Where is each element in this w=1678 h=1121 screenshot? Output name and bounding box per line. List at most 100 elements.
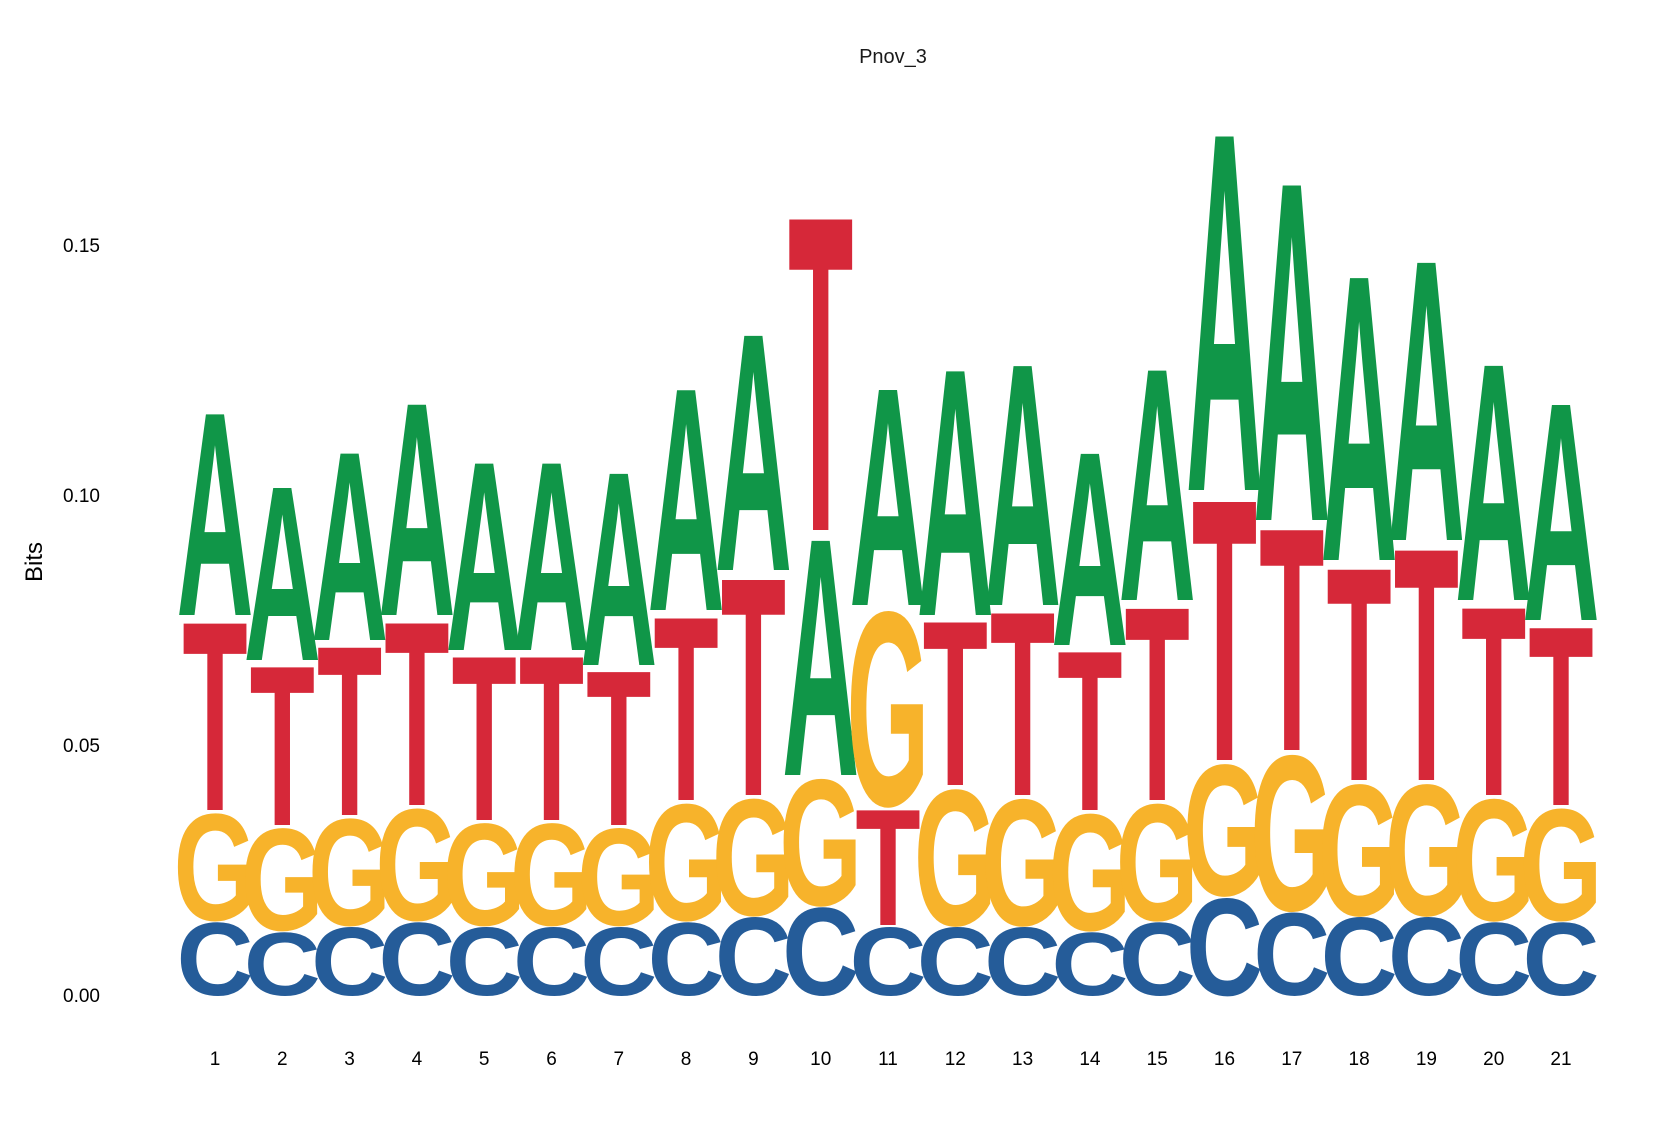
letter-a: A	[378, 340, 455, 680]
letter-g: G	[645, 769, 728, 956]
letter-g: G	[981, 763, 1064, 964]
letter-c: C	[984, 907, 1061, 1016]
y-axis-label: Bits	[21, 542, 48, 582]
letter-a: A	[1186, 25, 1263, 600]
letter-g: G	[577, 801, 660, 956]
letter-a: A	[1522, 339, 1599, 687]
letter-c: C	[176, 902, 253, 1018]
x-tick-label: 14	[1079, 1049, 1101, 1070]
x-tick-label: 5	[479, 1049, 490, 1070]
letter-g: G	[174, 782, 257, 952]
letter-g: G	[443, 794, 526, 957]
letter-c: C	[1455, 902, 1532, 1018]
letter-t: T	[384, 566, 449, 861]
letter-a: A	[1388, 176, 1465, 626]
letter-c: C	[648, 902, 725, 1018]
x-tick-label: 18	[1349, 1049, 1370, 1070]
letter-g: G	[375, 775, 458, 954]
letter-c: C	[580, 907, 657, 1016]
letter-t: T	[1057, 602, 1122, 858]
x-tick-label: 13	[1012, 1049, 1033, 1070]
letter-g: G	[1520, 775, 1603, 954]
letter-t: T	[1394, 480, 1459, 852]
letter-t: T	[182, 565, 247, 868]
letter-t: T	[317, 595, 382, 867]
x-tick-label: 20	[1483, 1049, 1504, 1070]
letter-g: G	[847, 554, 930, 864]
letter-a: A	[1051, 394, 1128, 704]
letter-c: C	[311, 907, 388, 1016]
x-tick-label: 15	[1147, 1049, 1168, 1070]
letter-g: G	[1318, 747, 1401, 956]
x-tick-label: 21	[1550, 1049, 1571, 1070]
letter-c: C	[1253, 888, 1330, 1020]
letter-t: T	[923, 571, 988, 835]
y-tick-label: 0.10	[63, 486, 100, 507]
letter-c: C	[244, 914, 321, 1014]
letter-c: C	[1522, 902, 1599, 1018]
chart-title: Pnov_3	[859, 46, 927, 68]
x-tick-label: 4	[412, 1049, 423, 1070]
letter-c: C	[715, 895, 792, 1019]
letter-c: C	[1051, 914, 1128, 1014]
letter-g: G	[712, 764, 795, 951]
x-tick-label: 6	[546, 1049, 557, 1070]
y-axis-ticks: 0.00 0.05 0.10 0.15	[63, 236, 100, 1007]
letter-t: T	[1259, 462, 1324, 819]
letter-t: T	[1461, 550, 1526, 853]
letter-t: T	[519, 606, 584, 870]
letter-a: A	[1253, 79, 1330, 623]
x-tick-label: 9	[748, 1049, 759, 1070]
y-tick-label: 0.00	[63, 986, 100, 1007]
letter-a: A	[849, 324, 926, 672]
letter-g: G	[1116, 769, 1199, 956]
letter-a: A	[984, 291, 1061, 679]
x-tick-label: 1	[210, 1049, 221, 1070]
x-tick-label: 12	[945, 1049, 966, 1070]
letter-c: C	[849, 907, 926, 1016]
letter-t: T	[1528, 573, 1593, 860]
letter-a: A	[244, 434, 321, 714]
letter-t: T	[654, 561, 719, 856]
letter-a: A	[580, 414, 657, 724]
letter-t: T	[1327, 505, 1392, 845]
letter-c: C	[1321, 895, 1398, 1019]
letter-t: T	[1192, 421, 1257, 840]
x-axis-ticks: 1 2 3 4 5 6 7 8 9 10 11 12 13 14 15 16 17 18 19 20 21	[210, 1049, 1572, 1070]
letter-t: T	[452, 606, 517, 870]
letter-c: C	[1186, 871, 1263, 1026]
letter-a: A	[446, 405, 523, 708]
logo-stacks: CGTACGTACGTACGTACGTACGTACGTACGTACGTACGAT…	[174, 25, 1603, 1026]
x-tick-label: 10	[810, 1049, 831, 1070]
letter-a: A	[648, 322, 725, 679]
letter-a: A	[715, 264, 792, 643]
letter-t: T	[990, 556, 1055, 851]
letter-t: T	[855, 774, 920, 961]
letter-a: A	[1455, 294, 1532, 673]
letter-a: A	[782, 469, 859, 848]
x-tick-label: 16	[1214, 1049, 1235, 1070]
letter-a: A	[513, 405, 590, 708]
letter-t: T	[586, 624, 651, 873]
x-tick-label: 7	[614, 1049, 625, 1070]
letter-g: G	[510, 794, 593, 957]
y-tick-label: 0.15	[63, 236, 100, 257]
letter-a: A	[917, 295, 994, 690]
letter-g: G	[1183, 727, 1266, 936]
x-tick-label: 17	[1281, 1049, 1302, 1070]
